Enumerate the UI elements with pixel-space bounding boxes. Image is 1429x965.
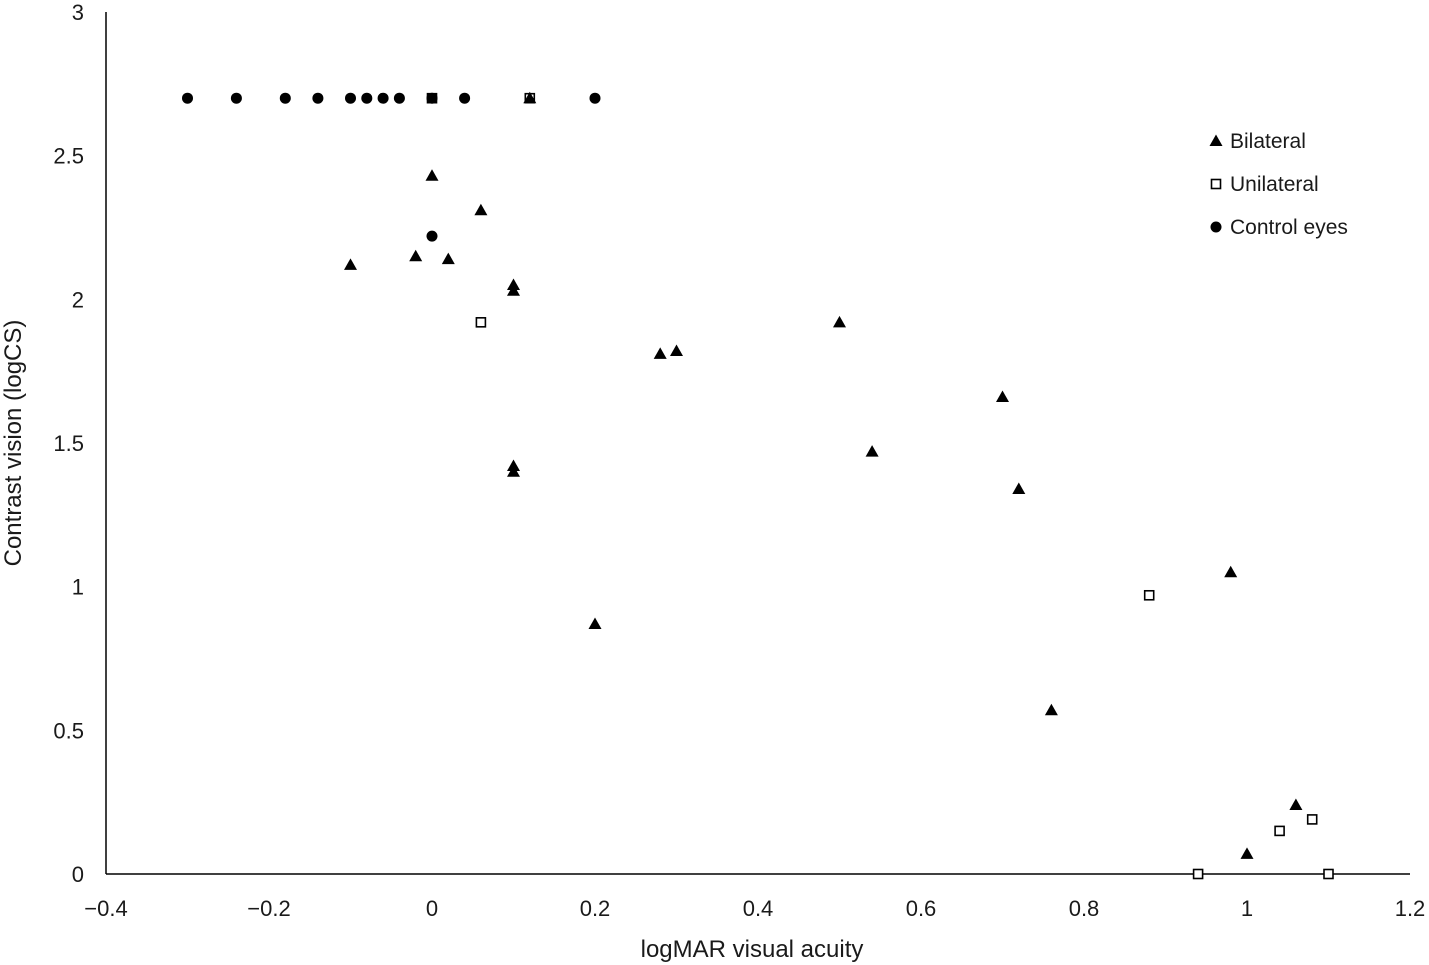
x-tick-label: 0.8: [1069, 896, 1100, 921]
control-eyes-point: [426, 92, 438, 104]
unilateral-point: [1192, 868, 1204, 880]
x-tick-label: −0.4: [84, 896, 127, 921]
y-tick-label: 0: [72, 862, 84, 887]
y-tick-label: 3: [72, 0, 84, 25]
control-eyes-point: [426, 230, 438, 242]
x-tick-label: 0.4: [743, 896, 774, 921]
control-eyes-point: [182, 92, 193, 104]
unilateral-point: [1143, 589, 1155, 601]
control-eyes-point: [312, 92, 324, 104]
bilateral-point: [833, 315, 846, 328]
control-eyes-point: [230, 92, 242, 104]
x-axis-title: logMAR visual acuity: [641, 936, 864, 963]
bilateral-point: [474, 203, 488, 216]
bilateral-point: [441, 252, 455, 265]
unilateral-point: [475, 317, 487, 328]
y-axis-title: Contrast vision (logCS): [0, 320, 27, 567]
bilateral-point: [865, 445, 879, 457]
x-tick-label: 0: [426, 896, 438, 921]
control-eyes-point: [393, 92, 405, 104]
bilateral-point: [588, 617, 602, 630]
legend-label-bilateral: Bilateral: [1230, 130, 1306, 153]
bilateral-point: [425, 169, 439, 181]
bilateral-point: [1012, 482, 1026, 494]
y-tick-labels: 0 0.5 1 1.5 2 2.5 3: [53, 0, 84, 887]
legend-label-unilateral: Unilateral: [1230, 173, 1319, 196]
x-tick-label: 1.2: [1395, 896, 1426, 921]
bilateral-point: [1224, 565, 1238, 578]
bilateral-point: [996, 390, 1009, 403]
control-eyes-point: [279, 92, 291, 104]
legend-marker-control-eyes: [1210, 221, 1222, 233]
legend-marker-bilateral: [1209, 134, 1223, 146]
bilateral-point: [653, 347, 667, 359]
control-eyes-point: [459, 92, 471, 104]
bilateral-point: [1240, 847, 1254, 859]
x-tick-label: 1: [1241, 896, 1253, 921]
unilateral-point: [1306, 814, 1318, 825]
y-tick-label: 0.5: [53, 718, 84, 743]
bilateral-point: [507, 284, 520, 296]
legend: Bilateral Unilateral Control eyes: [1209, 130, 1348, 239]
unilateral-point: [1323, 868, 1334, 880]
bilateral-point: [1044, 703, 1058, 716]
y-tick-label: 2.5: [53, 144, 84, 169]
x-tick-labels: −0.4 −0.2 0 0.2 0.4 0.6 0.8 1 1.2: [84, 896, 1425, 921]
unilateral-point: [1274, 825, 1285, 837]
control-eyes-point: [345, 92, 356, 104]
x-tick-label: 0.6: [906, 896, 937, 921]
y-tick-label: 2: [72, 287, 84, 312]
control-eyes-point: [377, 92, 389, 104]
data-points: [182, 91, 1334, 880]
control-eyes-point: [361, 92, 373, 104]
bilateral-point: [1289, 798, 1303, 811]
y-tick-label: 1.5: [53, 431, 84, 456]
x-tick-label: −0.2: [247, 896, 290, 921]
bilateral-point: [523, 91, 537, 104]
bilateral-point: [409, 249, 423, 262]
x-tick-label: 0.2: [580, 896, 611, 921]
control-eyes-point: [589, 92, 601, 104]
axes: [105, 12, 1410, 875]
bilateral-point: [670, 344, 683, 357]
bilateral-point: [344, 258, 357, 270]
legend-label-control-eyes: Control eyes: [1230, 216, 1348, 239]
bilateral-point: [507, 465, 520, 477]
y-tick-label: 1: [72, 575, 84, 600]
legend-marker-unilateral: [1210, 178, 1222, 190]
